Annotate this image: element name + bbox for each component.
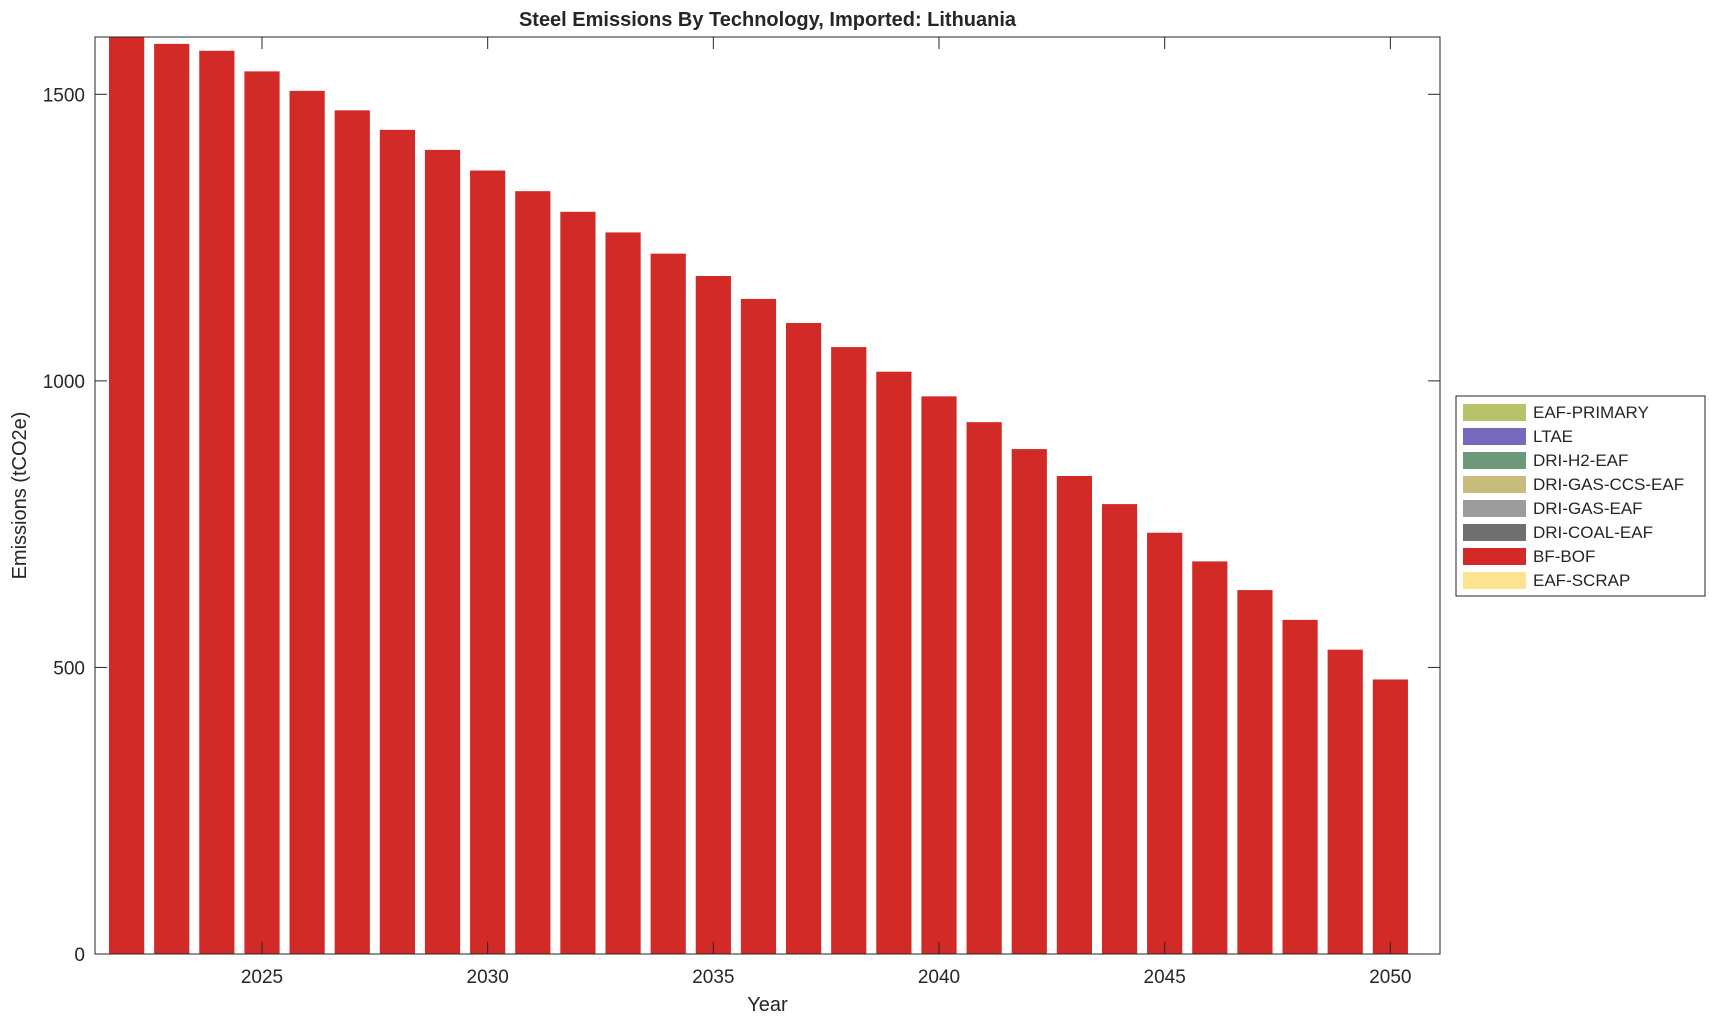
bar-bf-bof-2047 xyxy=(1237,590,1273,954)
bar-bf-bof-2038 xyxy=(831,347,867,954)
x-tick-label: 2050 xyxy=(1369,967,1411,988)
legend-swatch xyxy=(1463,548,1526,565)
bar-bf-bof-2022 xyxy=(108,37,145,954)
bar-bf-bof-2034 xyxy=(650,253,686,955)
legend-label: EAF-SCRAP xyxy=(1533,571,1630,590)
bar-bf-bof-2029 xyxy=(424,149,461,954)
x-tick-label: 2040 xyxy=(918,967,960,988)
legend-label: DRI-GAS-EAF xyxy=(1533,499,1643,518)
x-tick-label: 2045 xyxy=(1144,967,1186,988)
x-tick-label: 2030 xyxy=(467,967,509,988)
bar-bf-bof-2027 xyxy=(334,110,370,955)
legend-swatch xyxy=(1463,524,1526,541)
y-tick-label: 1500 xyxy=(43,85,85,106)
bar-bf-bof-2023 xyxy=(154,43,190,954)
legend-label: BF-BOF xyxy=(1533,547,1595,566)
legend-swatch xyxy=(1463,572,1526,589)
legend-label: LTAE xyxy=(1533,427,1573,446)
bar-bf-bof-2042 xyxy=(1011,449,1047,954)
legend-label: DRI-H2-EAF xyxy=(1533,451,1628,470)
x-axis-label: Year xyxy=(747,994,788,1016)
bar-bf-bof-2040 xyxy=(921,396,957,954)
bar-bf-bof-2028 xyxy=(379,129,416,954)
bar-bf-bof-2043 xyxy=(1056,476,1093,954)
legend-label: DRI-GAS-CCS-EAF xyxy=(1533,475,1684,494)
bar-bf-bof-2049 xyxy=(1327,649,1363,954)
y-tick-label: 500 xyxy=(53,658,85,679)
bars-layer xyxy=(108,37,1408,955)
bar-bf-bof-2050 xyxy=(1372,679,1408,954)
bar-bf-bof-2024 xyxy=(199,50,235,954)
bar-bf-bof-2041 xyxy=(966,422,1002,954)
legend-label: EAF-PRIMARY xyxy=(1533,403,1649,422)
ticks-layer: 2025 2030 2035 2040 2045 2050 0 500 1000 1500 xyxy=(43,37,1440,988)
bar-bf-bof-2039 xyxy=(876,371,912,955)
x-tick-label: 2035 xyxy=(692,967,734,988)
bar-bf-bof-2032 xyxy=(560,211,596,955)
bar-bf-bof-2037 xyxy=(786,322,822,954)
bar-bf-bof-2035 xyxy=(695,275,731,954)
y-tick-label: 0 xyxy=(74,945,85,966)
y-tick-label: 1000 xyxy=(43,372,85,393)
bar-bf-bof-2025 xyxy=(244,71,280,954)
chart-title: Steel Emissions By Technology, Imported:… xyxy=(519,9,1017,31)
legend-swatch xyxy=(1463,404,1526,421)
legend-box xyxy=(1455,395,1706,597)
legend-swatch xyxy=(1463,452,1526,469)
bar-bf-bof-2048 xyxy=(1282,619,1318,954)
legend-swatch xyxy=(1463,476,1526,493)
legend-swatch xyxy=(1463,428,1526,445)
bar-bf-bof-2026 xyxy=(289,90,325,954)
plot-frame xyxy=(94,36,1441,955)
bar-bf-bof-2046 xyxy=(1192,561,1228,954)
bar-bf-bof-2031 xyxy=(515,191,551,954)
legend-label: DRI-COAL-EAF xyxy=(1533,523,1653,542)
legend-swatch xyxy=(1463,500,1526,517)
x-tick-label: 2025 xyxy=(241,967,283,988)
y-axis-label: Emissions (tCO2e) xyxy=(9,412,31,580)
bar-bf-bof-2030 xyxy=(470,170,506,954)
bar-bf-bof-2033 xyxy=(605,232,641,955)
bar-bf-bof-2045 xyxy=(1147,532,1183,954)
bar-bf-bof-2044 xyxy=(1101,504,1138,954)
legend: EAF-PRIMARY LTAE DRI-H2-EAF DRI-GAS-CCS-EAF… xyxy=(1455,395,1706,597)
bar-bf-bof-2036 xyxy=(740,298,777,955)
